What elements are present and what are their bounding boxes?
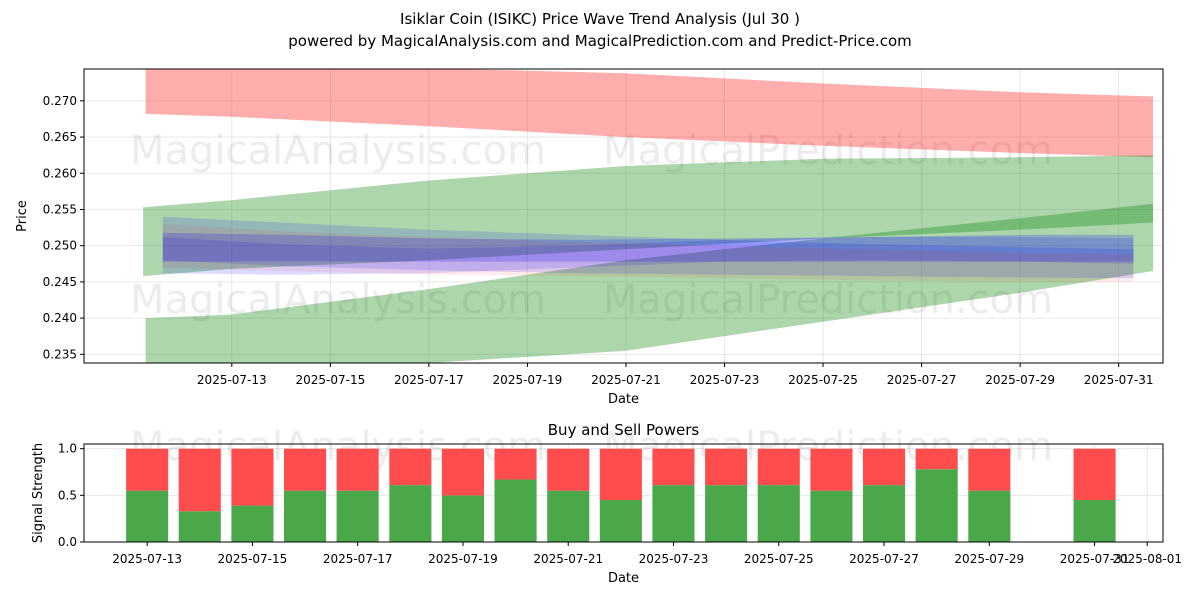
sell-bar-2025-07-25 (757, 448, 800, 486)
price-band-red-0 (145, 69, 1154, 158)
y-tick-label: 0.255 (43, 202, 77, 216)
y2-tick-label: 0.0 (58, 535, 77, 549)
sell-bar-2025-07-13 (126, 448, 169, 491)
chart-subtitle: powered by MagicalAnalysis.com and Magic… (288, 32, 912, 50)
x2-tick-label: 2025-07-17 (323, 552, 393, 566)
x2-tick-label: 2025-07-27 (849, 552, 919, 566)
sell-bar-2025-07-31 (1073, 448, 1116, 500)
y-tick-label: 0.245 (43, 275, 77, 289)
y-tick-label: 0.250 (43, 239, 77, 253)
x2-tick-label: 2025-07-19 (428, 552, 498, 566)
sell-bar-2025-07-26 (810, 448, 853, 491)
buy-bar-2025-07-27 (863, 485, 906, 542)
price-band-green-1 (143, 155, 1154, 277)
y-tick-label: 0.265 (43, 130, 77, 144)
price-band-blue-4 (162, 216, 1134, 279)
x-tick-label: 2025-07-29 (985, 373, 1055, 387)
y2-tick-label: 0.5 (58, 488, 77, 502)
x-tick-label: 2025-07-31 (1084, 373, 1154, 387)
sell-bar-2025-07-18 (389, 448, 432, 486)
sell-bar-2025-07-14 (178, 448, 221, 512)
sell-bar-2025-07-21 (547, 448, 590, 491)
price-band-blue-5 (162, 237, 1134, 275)
buy-bar-2025-07-13 (126, 490, 169, 542)
x2-tick-label: 2025-07-15 (218, 552, 288, 566)
buy-bar-2025-07-19 (441, 495, 484, 542)
x2-tick-label: 2025-07-13 (112, 552, 182, 566)
buy-bar-2025-07-21 (547, 490, 590, 542)
x2-tick-label: 2025-07-29 (954, 552, 1024, 566)
watermark-text: MagicalAnalysis.com (130, 277, 546, 323)
buy-bar-2025-07-18 (389, 485, 432, 542)
x-tick-label: 2025-07-21 (591, 373, 661, 387)
y2-tick-label: 1.0 (58, 442, 77, 456)
buy-bar-2025-07-23 (652, 485, 695, 542)
price-band-red-6 (162, 224, 1134, 282)
sell-bar-2025-07-29 (968, 448, 1011, 491)
x-tick-label: 2025-07-27 (887, 373, 957, 387)
x-tick-label: 2025-07-23 (690, 373, 760, 387)
sell-bar-2025-07-23 (652, 448, 695, 486)
buy-bar-2025-07-31 (1073, 500, 1116, 542)
x-tick-label: 2025-07-19 (493, 373, 563, 387)
buy-bar-2025-07-25 (757, 485, 800, 542)
buy-bar-2025-07-24 (705, 485, 748, 542)
sell-bar-2025-07-19 (441, 448, 484, 496)
sell-bar-2025-07-20 (494, 448, 537, 480)
x2-axis-label: Date (608, 571, 639, 586)
sell-bar-2025-07-27 (863, 448, 906, 486)
chart-title: Isiklar Coin (ISIKC) Price Wave Trend An… (400, 10, 800, 28)
buy-bar-2025-07-15 (231, 505, 274, 542)
buy-sell-title: Buy and Sell Powers (548, 421, 700, 439)
watermark-text: MagicalAnalysis.com (130, 128, 546, 174)
plot-frame-top (83, 68, 1164, 364)
price-band-blue-3 (162, 232, 1134, 262)
y-tick-label: 0.270 (43, 94, 77, 108)
sell-bar-2025-07-16 (284, 448, 327, 491)
buy-bar-2025-07-20 (494, 479, 537, 542)
x-tick-label: 2025-07-25 (788, 373, 858, 387)
x2-tick-label: 2025-08-01 (1112, 552, 1182, 566)
sell-bar-2025-07-24 (705, 448, 748, 486)
sell-bar-2025-07-17 (336, 448, 379, 491)
x-tick-label: 2025-07-17 (394, 373, 464, 387)
y-tick-label: 0.240 (43, 311, 77, 325)
y-tick-label: 0.260 (43, 166, 77, 180)
buy-bar-2025-07-17 (336, 490, 379, 542)
x2-tick-label: 2025-07-23 (639, 552, 709, 566)
x-axis-label: Date (608, 392, 639, 407)
price-bands (143, 69, 1154, 363)
y-axis-label: Price (15, 200, 30, 232)
x2-tick-label: 2025-07-25 (744, 552, 814, 566)
buy-bar-2025-07-29 (968, 490, 1011, 542)
buy-bar-2025-07-16 (284, 490, 327, 542)
sell-bar-2025-07-28 (915, 448, 958, 470)
buy-bar-2025-07-28 (915, 469, 958, 542)
y-tick-label: 0.235 (43, 347, 77, 361)
watermark-text: MagicalPrediction.com (603, 277, 1053, 323)
buy-bar-2025-07-22 (599, 500, 642, 542)
x2-tick-label: 2025-07-21 (533, 552, 603, 566)
x-tick-label: 2025-07-13 (197, 373, 267, 387)
sell-bar-2025-07-22 (599, 448, 642, 500)
price-band-green-2 (145, 203, 1154, 363)
plot-frame-bottom (83, 443, 1164, 543)
buy-bar-2025-07-26 (810, 490, 853, 542)
y2-axis-label: Signal Strength (31, 443, 46, 543)
x2-tick-label: 2025-07-31 (1060, 552, 1130, 566)
sell-bar-2025-07-15 (231, 448, 274, 506)
x-tick-label: 2025-07-15 (295, 373, 365, 387)
buy-bar-2025-07-14 (178, 511, 221, 542)
watermark-text: MagicalPrediction.com (603, 128, 1053, 174)
